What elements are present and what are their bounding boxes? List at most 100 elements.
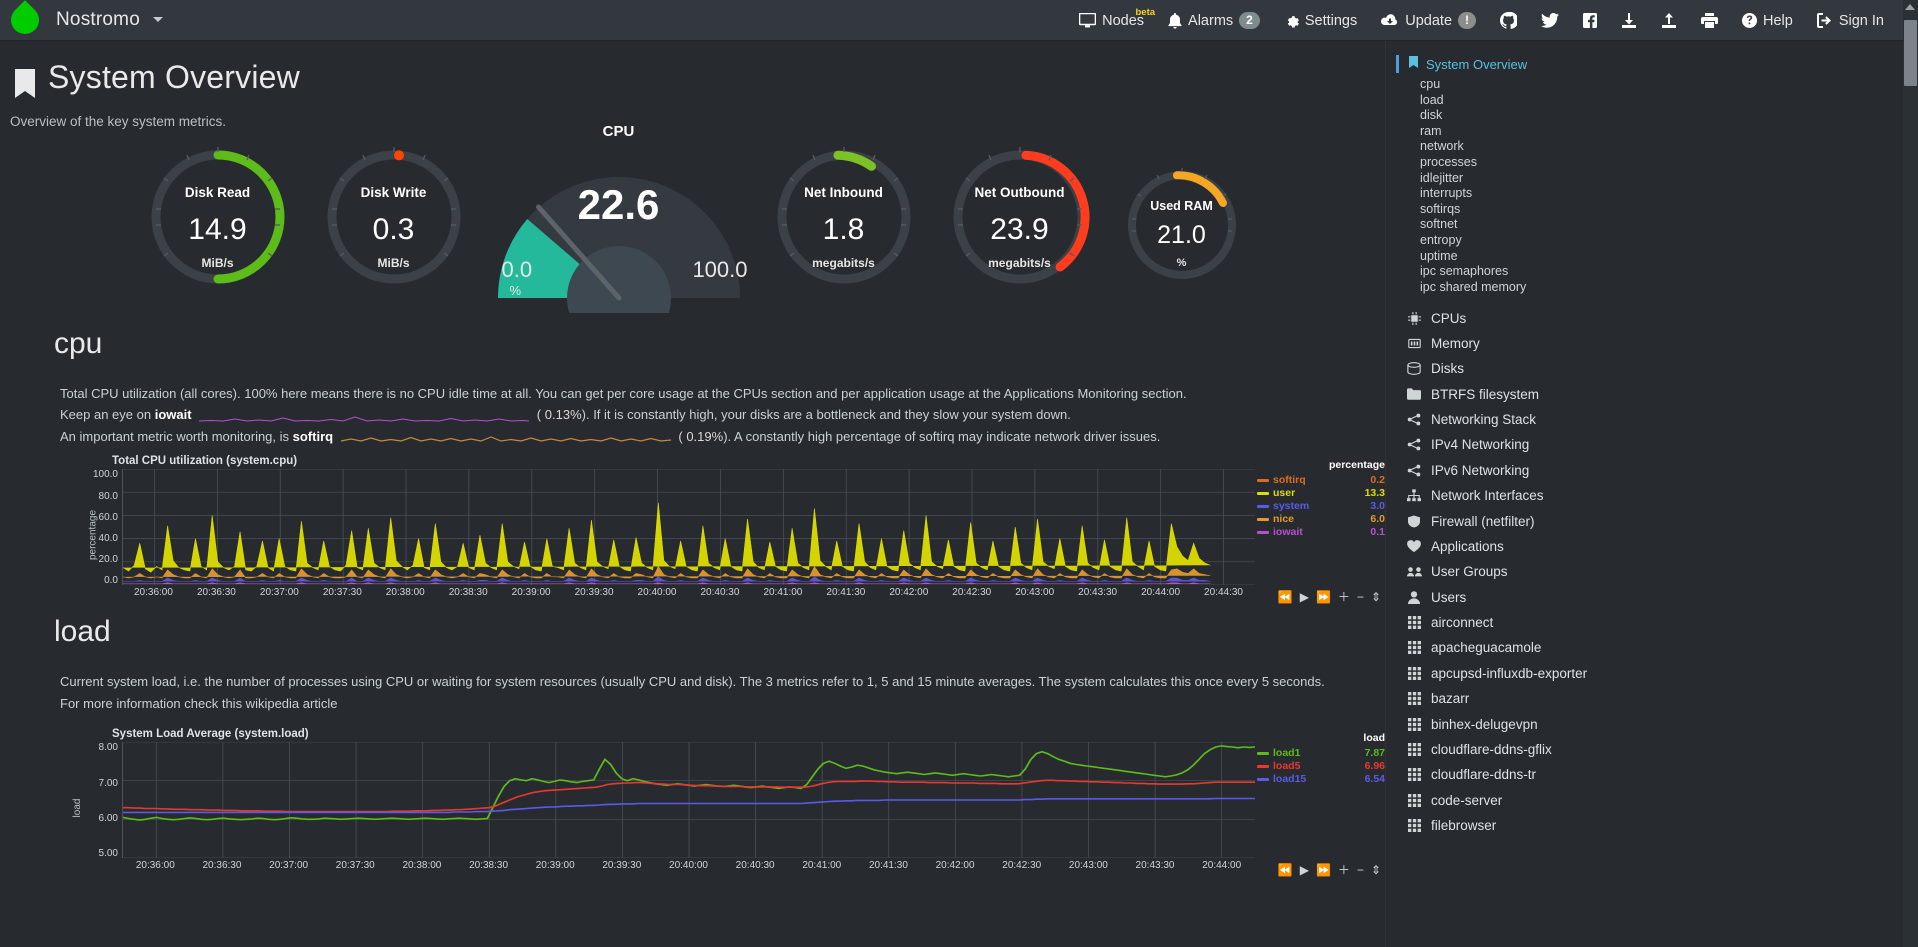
- gauge-net-outbound[interactable]: Net Outbound 23.9 megabits/s: [946, 143, 1094, 291]
- sidebar-item-user-groups[interactable]: User Groups: [1396, 559, 1918, 584]
- nav-nodes[interactable]: Nodes beta: [1067, 0, 1156, 41]
- legend-row[interactable]: softirq 0.2: [1257, 474, 1385, 487]
- chart-zoom-in-button[interactable]: ＋: [1337, 863, 1350, 878]
- sidebar-item-ipv6-networking[interactable]: IPv6 Networking: [1396, 458, 1918, 483]
- legend-series-value: 0.2: [1370, 474, 1385, 487]
- sidebar-subitem-load[interactable]: load: [1420, 92, 1444, 107]
- chart-resize-handle[interactable]: ⇕: [1370, 589, 1381, 604]
- page-header: System Overview: [0, 41, 1385, 104]
- sidebar-subitem-disk[interactable]: disk: [1420, 108, 1443, 123]
- sidebar-subitem-ipc-semaphores[interactable]: ipc semaphores: [1420, 264, 1509, 279]
- gauge-net-inbound[interactable]: Net Inbound 1.8 megabits/s: [770, 143, 918, 291]
- sidebar-subitem-cpu[interactable]: cpu: [1420, 77, 1441, 91]
- chart-system-load-plot[interactable]: [122, 742, 1255, 859]
- sidebar-subitem-network[interactable]: network: [1420, 139, 1464, 154]
- gauge-used-ram[interactable]: Used RAM 21.0 %: [1122, 165, 1242, 285]
- sidebar-subitem-softnet[interactable]: softnet: [1420, 217, 1458, 232]
- chart-zoom-out-button[interactable]: −: [1356, 589, 1364, 604]
- gauge-disk-read-units: MiB/s: [201, 256, 234, 270]
- page-scrollbar[interactable]: [1903, 0, 1918, 947]
- sidebar-item-apcupsd-influxdb-exporter[interactable]: apcupsd-influxdb-exporter: [1396, 661, 1918, 686]
- nav-github[interactable]: [1488, 0, 1529, 41]
- chart-rewind-button[interactable]: ⏪: [1277, 589, 1293, 604]
- nav-settings[interactable]: Settings: [1272, 0, 1369, 41]
- sidebar-item-cloudflare-ddns-tr[interactable]: cloudflare-ddns-tr: [1396, 762, 1918, 787]
- sidebar-item-btrfs-filesystem[interactable]: BTRFS filesystem: [1396, 381, 1918, 406]
- netdata-logo-icon[interactable]: [5, 0, 45, 40]
- sidebar-item-label: apacheguacamole: [1431, 640, 1542, 656]
- nav-twitter[interactable]: [1529, 0, 1571, 41]
- legend-row[interactable]: iowait 0.1: [1257, 526, 1385, 539]
- chart-system-cpu-plot[interactable]: [122, 469, 1255, 586]
- chart-play-button[interactable]: ▶: [1299, 862, 1309, 877]
- sidebar-item-airconnect[interactable]: airconnect: [1396, 610, 1918, 635]
- nav-export[interactable]: [1649, 0, 1689, 41]
- sidebar-item-network-interfaces[interactable]: Network Interfaces: [1396, 483, 1918, 508]
- legend-color-swatch: [1257, 765, 1269, 769]
- chart-rewind-button[interactable]: ⏪: [1277, 862, 1293, 877]
- import-icon: [1621, 12, 1637, 29]
- scrollbar-thumb[interactable]: [1904, 20, 1917, 86]
- sidebar-subitem-idlejitter[interactable]: idlejitter: [1420, 170, 1464, 185]
- sidebar-item-applications[interactable]: Applications: [1396, 534, 1918, 559]
- legend-row[interactable]: load5 6.96: [1257, 760, 1385, 773]
- sidebar-item-firewall-netfilter-[interactable]: Firewall (netfilter): [1396, 508, 1918, 533]
- sidebar-item-apacheguacamole[interactable]: apacheguacamole: [1396, 635, 1918, 660]
- legend-row[interactable]: load1 7.87: [1257, 747, 1385, 760]
- nav-help[interactable]: Help: [1730, 0, 1805, 41]
- sidebar-subitem-ram[interactable]: ram: [1420, 123, 1442, 138]
- sidebar-subitem-uptime[interactable]: uptime: [1420, 248, 1458, 263]
- sidebar-subitem-interrupts[interactable]: interrupts: [1420, 186, 1473, 201]
- sidebar-item-label: Networking Stack: [1431, 412, 1537, 427]
- disk-read-ring: [151, 147, 284, 284]
- sidebar-item-bazarr[interactable]: bazarr: [1396, 686, 1918, 711]
- sidebar-item-networking-stack[interactable]: Networking Stack: [1396, 407, 1918, 432]
- sidebar-item-users[interactable]: Users: [1396, 584, 1918, 609]
- y-tick: 80.0: [98, 490, 118, 502]
- x-tick: 20:41:00: [802, 860, 842, 872]
- sidebar-item-filebrowser[interactable]: filebrowser: [1396, 813, 1918, 838]
- chart-system-cpu-controls[interactable]: ⏪ ▶ ⏩ ＋ − ⇕: [1278, 588, 1381, 605]
- sidebar-item-code-server[interactable]: code-server: [1396, 787, 1918, 812]
- scroll-up-arrow-icon[interactable]: [1905, 4, 1915, 10]
- nav-facebook[interactable]: [1571, 0, 1609, 41]
- sidebar-subitem-processes[interactable]: processes: [1420, 154, 1477, 169]
- users-icon: [1406, 566, 1422, 578]
- sidebar-item-disks[interactable]: Disks: [1396, 356, 1918, 381]
- sidebar-subitem-softirqs[interactable]: softirqs: [1420, 201, 1461, 216]
- chart-forward-button[interactable]: ⏩: [1315, 589, 1331, 604]
- legend-row[interactable]: load15 6.54: [1257, 773, 1385, 786]
- chart-zoom-out-button[interactable]: −: [1356, 862, 1364, 877]
- nav-print[interactable]: [1689, 0, 1730, 41]
- chart-play-button[interactable]: ▶: [1299, 589, 1309, 604]
- legend-row[interactable]: system 3.0: [1257, 500, 1385, 513]
- export-icon: [1661, 12, 1677, 29]
- section-cpu-description: Total CPU utilization (all cores). 100% …: [54, 383, 1354, 447]
- sidebar-item-cloudflare-ddns-gflix[interactable]: cloudflare-ddns-gflix: [1396, 737, 1918, 762]
- sidebar-subitem-ipc-shared-memory[interactable]: ipc shared memory: [1420, 279, 1527, 294]
- sidebar-item-memory[interactable]: Memory: [1396, 331, 1918, 356]
- nav-update[interactable]: Update !: [1369, 0, 1488, 41]
- gauge-cpu[interactable]: CPU 22.6 0.0 % 100.0: [488, 123, 750, 313]
- chart-forward-button[interactable]: ⏩: [1315, 862, 1331, 877]
- sidebar-item-system-overview[interactable]: System Overview: [1396, 55, 1918, 73]
- legend-row[interactable]: user 13.3: [1257, 487, 1385, 500]
- sidebar-item-ipv4-networking[interactable]: IPv4 Networking: [1396, 432, 1918, 457]
- gauge-disk-read[interactable]: Disk Read 14.9 MiB/s: [144, 143, 292, 291]
- sidebar-item-binhex-delugevpn[interactable]: binhex-delugevpn: [1396, 711, 1918, 736]
- gauge-disk-write[interactable]: Disk Write 0.3 MiB/s: [320, 143, 468, 291]
- chart-system-cpu[interactable]: Total CPU utilization (system.cpu) perce…: [54, 455, 1385, 604]
- chart-system-load[interactable]: System Load Average (system.load) load 5…: [54, 728, 1385, 877]
- nav-alarms[interactable]: Alarms 2: [1156, 0, 1272, 41]
- chart-zoom-in-button[interactable]: ＋: [1337, 590, 1350, 605]
- nav-signin[interactable]: Sign In: [1805, 0, 1896, 41]
- cpu-desc-3-post: ). A constantly high percentage of softi…: [723, 428, 1161, 444]
- nav-import[interactable]: [1609, 0, 1649, 41]
- chart-system-load-controls[interactable]: ⏪ ▶ ⏩ ＋ − ⇕: [1278, 861, 1381, 878]
- sidebar-item-label: cloudflare-ddns-tr: [1431, 767, 1537, 783]
- sidebar-subitem-entropy[interactable]: entropy: [1420, 232, 1462, 247]
- legend-row[interactable]: nice 6.0: [1257, 513, 1385, 526]
- chart-resize-handle[interactable]: ⇕: [1370, 862, 1381, 877]
- hostname-dropdown[interactable]: Nostromo: [56, 9, 164, 31]
- sidebar-item-cpus[interactable]: CPUs: [1396, 305, 1918, 330]
